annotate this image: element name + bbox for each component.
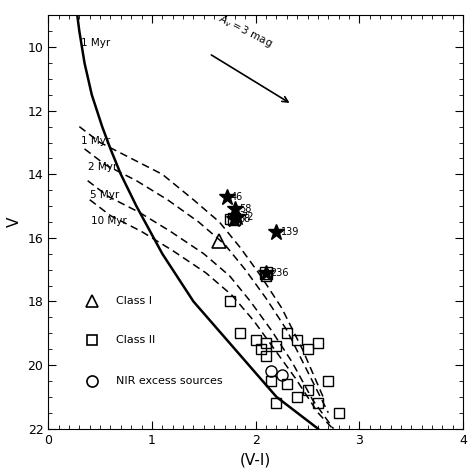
Text: 46: 46	[231, 191, 243, 201]
Text: Class II: Class II	[116, 335, 155, 345]
Text: 2 Myr: 2 Myr	[88, 162, 117, 172]
Text: 88: 88	[238, 214, 250, 224]
Text: 139: 139	[281, 227, 299, 237]
Text: 236: 236	[270, 268, 289, 278]
Text: 72: 72	[241, 212, 254, 222]
Text: 1 Myr: 1 Myr	[82, 37, 110, 47]
Text: Class I: Class I	[116, 296, 152, 307]
Text: 1 Myr: 1 Myr	[82, 136, 110, 146]
Y-axis label: V: V	[7, 217, 22, 227]
Text: $A_v = 3$ mag: $A_v = 3$ mag	[216, 11, 275, 50]
Text: 5 Myr: 5 Myr	[90, 190, 119, 200]
Text: 10 Myr: 10 Myr	[91, 216, 127, 226]
Text: 58: 58	[239, 204, 251, 214]
Text: NIR excess sources: NIR excess sources	[116, 376, 222, 386]
X-axis label: (V-I): (V-I)	[240, 452, 271, 467]
